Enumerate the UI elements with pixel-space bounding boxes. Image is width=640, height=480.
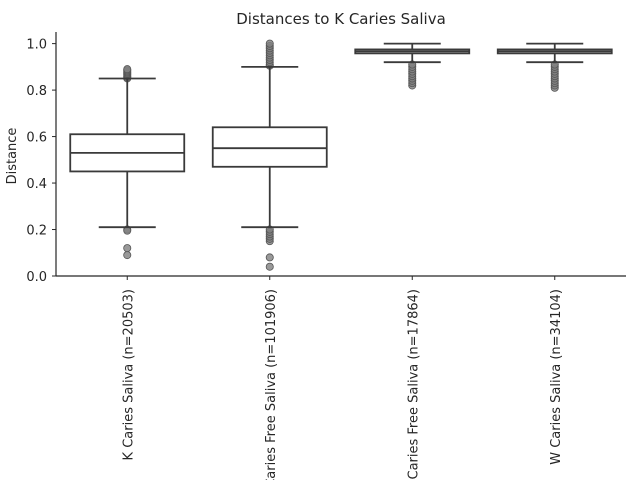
y-tick-label: 0.8 bbox=[26, 84, 47, 99]
box-group-2 bbox=[211, 39, 328, 271]
iqr-box bbox=[211, 126, 328, 168]
x-tick-label: W Caries Saliva (n=34104) bbox=[549, 289, 564, 465]
y-tick-label: 1.0 bbox=[26, 38, 47, 53]
y-tick-label: 0.0 bbox=[26, 270, 47, 285]
outlier-point bbox=[123, 251, 132, 260]
outlier-point bbox=[123, 226, 132, 235]
outlier-point bbox=[123, 244, 132, 253]
x-tick-label: W Caries Free Saliva (n=17864) bbox=[406, 289, 421, 480]
outlier-point bbox=[265, 253, 274, 262]
y-tick-label: 0.4 bbox=[26, 177, 47, 192]
x-tick-label: K Caries Free Saliva (n=101906) bbox=[264, 289, 279, 480]
outlier-point bbox=[265, 262, 274, 271]
box-group-3 bbox=[354, 42, 471, 90]
box-group-4 bbox=[496, 42, 613, 92]
plot-area: 0.0 0.2 0.4 0.6 0.8 1.0 bbox=[26, 38, 613, 285]
y-tick-label: 0.6 bbox=[26, 131, 47, 146]
y-tick-label: 0.2 bbox=[26, 224, 47, 239]
x-tick-label: K Caries Saliva (n=20503) bbox=[121, 289, 136, 460]
chart-title: Distances to K Caries Saliva bbox=[236, 10, 446, 28]
outlier-point bbox=[265, 39, 274, 48]
outlier-point bbox=[123, 65, 132, 74]
box-group-1 bbox=[69, 65, 186, 260]
y-axis-label: Distance bbox=[5, 128, 20, 185]
